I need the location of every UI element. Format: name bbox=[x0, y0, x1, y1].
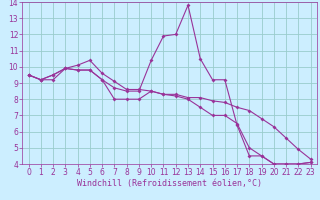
X-axis label: Windchill (Refroidissement éolien,°C): Windchill (Refroidissement éolien,°C) bbox=[77, 179, 262, 188]
